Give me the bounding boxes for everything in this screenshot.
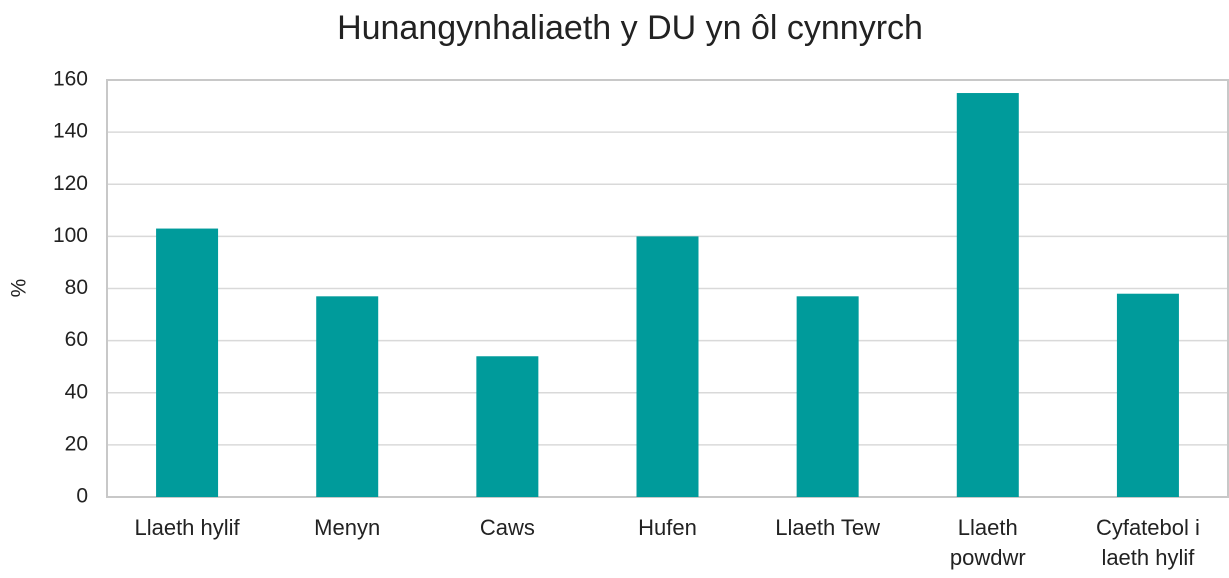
x-tick-label: Caws [479, 515, 535, 540]
y-tick-label: 20 [65, 432, 88, 455]
bar [156, 228, 219, 497]
y-tick-label: 140 [53, 120, 88, 143]
chart-title: Hunangynhaliaeth y DU yn ôl cynnyrch [337, 9, 923, 47]
x-tick-label: Llaeth Tew [775, 515, 881, 540]
x-tick-label: Hufen [638, 515, 697, 540]
bar [1116, 293, 1179, 497]
bar [636, 236, 699, 497]
x-tick-label: Cyfatebol i laeth hylif [1095, 515, 1200, 570]
y-tick-label: 60 [65, 328, 88, 351]
y-tick-label: 0 [76, 485, 88, 508]
y-tick-label: 160 [53, 68, 88, 91]
x-tick-label: Llaeth hylif [134, 515, 240, 540]
x-tick-label: Llaeth powdwr [949, 515, 1026, 570]
y-tick-label: 40 [65, 380, 88, 403]
bar [316, 296, 379, 497]
bar [796, 296, 859, 497]
bar [956, 93, 1019, 497]
y-tick-label: 80 [65, 276, 88, 299]
y-axis-label: % [8, 279, 31, 298]
x-tick-label: Menyn [314, 515, 381, 540]
bar [476, 356, 539, 497]
y-tick-label: 120 [53, 172, 88, 195]
y-tick-label: 100 [53, 224, 88, 247]
